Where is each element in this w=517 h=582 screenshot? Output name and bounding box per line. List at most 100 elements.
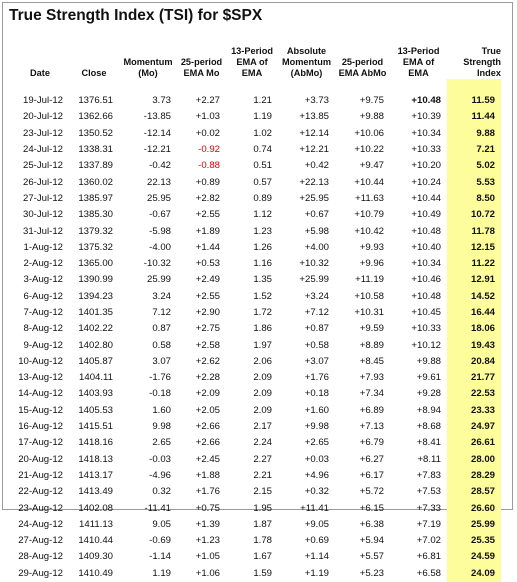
momentum-cell: -1.14 (149, 551, 171, 563)
ema-abmo-cell: +10.06 (354, 127, 384, 139)
ema-abmo-cell: +8.45 (359, 355, 384, 367)
date-cell: 6-Aug-12 (23, 290, 63, 302)
ema-mo-cell: +1.44 (195, 241, 220, 253)
abs-momentum-cell: +0.87 (304, 323, 329, 335)
ema-abmo-cell: +11.19 (355, 274, 384, 286)
ema-abmo-cell: +9.96 (359, 258, 384, 270)
ema-of-ema-cell: 2.24 (253, 437, 272, 449)
tsi-cell: 5.02 (447, 158, 501, 175)
ema-mo-cell: +0.89 (195, 176, 220, 188)
date-cell: 27-Jul-12 (23, 192, 63, 204)
ema-of-ema-cell: 1.72 (253, 307, 272, 318)
ema-mo-cell: +2.27 (195, 95, 220, 107)
table-row: 31-Jul-12 1379.32 -5.98 +1.89 1.23 +5.98 +10.4… (11, 223, 501, 240)
ema-of-ema-cell: 1.12 (253, 209, 272, 221)
close-cell: 1413.17 (78, 469, 113, 481)
ema-mo-cell: +1.76 (195, 486, 220, 498)
table-row: 20-Jul-12 1362.66 -13.85 +1.03 1.19 +13.85 +9.… (11, 109, 501, 126)
close-cell: 1413.49 (78, 486, 113, 498)
momentum-cell: -0.42 (149, 160, 171, 172)
ema-mo-cell: +1.05 (195, 551, 220, 563)
spacer-row (11, 79, 501, 93)
ema-abmo-cell: +10.44 (354, 176, 384, 188)
date-cell: 9-Aug-12 (23, 339, 63, 351)
table-row: 28-Aug-12 1409.30 -1.14 +1.05 1.67 +1.14 +5.57… (11, 549, 501, 566)
tsi-cell: 26.61 (447, 435, 501, 452)
ema-abmo-cell: +10.58 (354, 290, 384, 302)
abs-momentum-cell: +12.14 (299, 127, 329, 139)
date-cell: 28-Aug-12 (18, 551, 63, 563)
abs-momentum-cell: +0.03 (304, 453, 329, 465)
ema-mo-cell: +1.23 (195, 535, 220, 547)
momentum-cell: 0.32 (152, 486, 171, 498)
abs-momentum-cell: +12.21 (299, 144, 329, 156)
abs-momentum-cell: +3.24 (304, 290, 329, 302)
abs-momentum-cell: +1.19 (304, 567, 329, 579)
ema-mo-cell: +2.55 (195, 209, 220, 221)
ema-of-ema-abmo-cell: +10.48 (411, 225, 441, 237)
ema-of-ema-abmo-cell: +7.53 (416, 486, 441, 498)
ema-abmo-cell: +11.63 (355, 192, 384, 204)
date-cell: 24-Jul-12 (23, 144, 63, 156)
ema-of-ema-cell: 1.35 (253, 274, 272, 286)
ema-of-ema-abmo-cell: +9.88 (416, 355, 441, 367)
ema-of-ema-cell: 0.51 (253, 160, 272, 172)
table-row: 16-Aug-12 1415.51 9.98 +2.66 2.17 +9.98 +7.13 +… (11, 418, 501, 436)
ema-of-ema-cell: 2.09 (253, 404, 272, 416)
abs-momentum-cell: +0.58 (304, 339, 329, 351)
date-cell: 24-Aug-12 (18, 518, 63, 530)
page-title: True Strength Index (TSI) for $SPX (9, 7, 263, 24)
ema-mo-cell: -0.92 (198, 144, 220, 156)
abs-momentum-cell: +1.76 (304, 372, 329, 384)
ema-of-ema-abmo-cell: +10.34 (411, 127, 441, 139)
close-cell: 1402.08 (78, 502, 113, 514)
date-cell: 16-Aug-12 (18, 421, 63, 433)
tsi-cell: 8.50 (447, 190, 501, 208)
date-cell: 29-Aug-12 (18, 567, 63, 579)
ema-of-ema-cell: 2.17 (253, 421, 272, 433)
tsi-cell: 28.57 (447, 484, 501, 501)
header-close: Close (81, 68, 107, 78)
tsi-cell: 25.99 (447, 516, 501, 534)
close-cell: 1404.11 (79, 372, 113, 384)
date-cell: 13-Aug-12 (18, 372, 63, 384)
ema-of-ema-cell: 0.74 (253, 144, 272, 156)
momentum-cell: 3.07 (152, 355, 171, 367)
abs-momentum-cell: +1.14 (304, 551, 329, 563)
ema-abmo-cell: +9.93 (359, 241, 384, 253)
table-row: 1-Aug-12 1375.32 -4.00 +1.44 1.26 +4.00 +9.93 +… (11, 239, 501, 256)
tsi-cell: 21.77 (447, 370, 501, 387)
tsi-cell: 26.60 (447, 500, 501, 517)
table-row: 7-Aug-12 1401.35 7.12 +2.90 1.72 +7.12 +10.31 +… (11, 304, 501, 322)
ema-abmo-cell: +6.27 (359, 453, 384, 465)
close-cell: 1402.22 (78, 323, 113, 335)
ema-abmo-cell: +5.72 (359, 486, 384, 498)
tsi-cell: 11.44 (447, 109, 501, 126)
table-body: 19-Jul-12 1376.51 3.73 +2.27 1.21 +3.73 +9.75 +… (11, 79, 501, 582)
tsi-cell: 11.59 (447, 93, 501, 110)
ema-of-ema-cell: 1.23 (253, 225, 272, 237)
ema-of-ema-cell: 2.21 (253, 469, 272, 481)
table-row: 21-Aug-12 1413.17 -4.96 +1.88 2.21 +4.96 +6.17… (11, 467, 501, 485)
close-cell: 1415.51 (78, 421, 113, 433)
ema-abmo-cell: +9.59 (359, 323, 384, 335)
ema-abmo-cell: +10.31 (354, 307, 384, 318)
date-cell: 20-Jul-12 (23, 111, 63, 123)
tsi-cell: 14.52 (447, 288, 501, 305)
momentum-cell: 3.73 (152, 95, 171, 107)
abs-momentum-cell: +9.05 (304, 518, 329, 530)
ema-of-ema-abmo-cell: +10.20 (411, 160, 441, 172)
ema-of-ema-abmo-cell: +10.39 (411, 111, 441, 123)
ema-of-ema-abmo-cell: +10.48 (411, 95, 441, 107)
ema-abmo-cell: +6.17 (359, 469, 384, 481)
momentum-cell: 0.58 (152, 339, 171, 351)
tsi-cell: 23.33 (447, 402, 501, 419)
table-row: 6-Aug-12 1394.23 3.24 +2.55 1.52 +3.24 +10.58 +… (11, 288, 501, 305)
ema-abmo-cell: +6.38 (359, 518, 384, 530)
ema-of-ema-abmo-cell: +10.48 (411, 290, 441, 302)
close-cell: 1379.32 (78, 225, 113, 237)
abs-momentum-cell: +13.85 (299, 111, 329, 123)
ema-of-ema-cell: 1.02 (253, 127, 272, 139)
ema-of-ema-abmo-cell: +9.61 (416, 372, 441, 384)
